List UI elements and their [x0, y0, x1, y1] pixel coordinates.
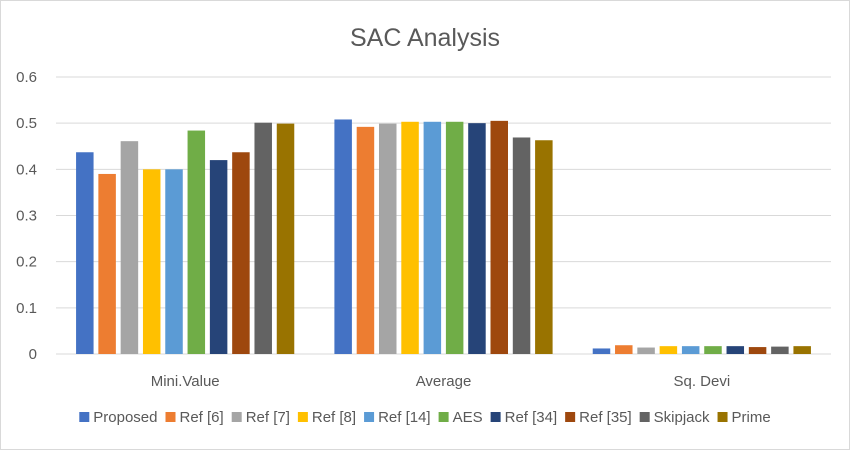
legend-swatch [717, 412, 728, 422]
chart-title: SAC Analysis [350, 24, 500, 52]
y-axis-tick-labels: 0 0.1 0.2 0.3 0.4 0.5 0.6 [16, 69, 37, 363]
legend-swatch [565, 412, 576, 422]
legend-label: AES [453, 409, 483, 426]
bars [76, 119, 811, 355]
legend-swatch [639, 412, 650, 422]
bar-ref-6-mini-value [98, 173, 116, 354]
y-tick-label: 0.3 [16, 208, 37, 225]
legend-swatch [438, 412, 449, 422]
legend-label: Ref [34] [505, 409, 558, 426]
legend-swatch [364, 412, 375, 422]
legend-label: Prime [732, 409, 771, 426]
bar-ref-35-sq-devi [748, 347, 767, 354]
legend-label: Proposed [93, 409, 157, 426]
bar-ref-7-average [379, 123, 397, 355]
legend-swatch [231, 412, 242, 422]
bar-skipjack-average [512, 137, 531, 354]
bar-ref-8-mini-value [142, 169, 161, 354]
bar-ref-7-sq-devi [637, 347, 655, 354]
legend-label: Ref [7] [246, 409, 290, 426]
y-tick-label: 0 [29, 346, 37, 363]
legend-label: Ref [14] [378, 409, 431, 426]
bar-ref-35-mini-value [232, 152, 250, 354]
legend-label: Ref [8] [312, 409, 356, 426]
bar-proposed-sq-devi [592, 348, 611, 354]
bar-ref-14-sq-devi [681, 346, 700, 354]
gridlines [56, 76, 831, 355]
legend-item-ref-14: Ref [14] [364, 409, 431, 426]
legend-item-aes: AES [438, 409, 483, 426]
bar-ref-34-mini-value [209, 160, 228, 354]
bar-ref-14-mini-value [165, 169, 183, 354]
bar-skipjack-sq-devi [771, 346, 789, 354]
legend-label: Ref [35] [579, 409, 632, 426]
bar-prime-average [535, 140, 553, 354]
bar-ref-8-average [401, 121, 419, 354]
bar-ref-8-sq-devi [659, 346, 678, 354]
bar-proposed-mini-value [76, 152, 94, 354]
legend-swatch [490, 412, 501, 422]
legend-item-skipjack: Skipjack [639, 409, 710, 426]
legend-swatch [165, 412, 176, 422]
y-tick-label: 0.1 [16, 300, 37, 317]
bar-skipjack-mini-value [254, 122, 272, 354]
bar-ref-34-sq-devi [726, 346, 745, 354]
bar-proposed-average [334, 119, 352, 355]
y-tick-label: 0.2 [16, 254, 37, 271]
y-tick-label: 0.4 [16, 161, 37, 178]
legend-item-proposed: Proposed [79, 409, 158, 426]
x-category-label: Mini.Value [151, 373, 220, 390]
legend-swatch [79, 412, 90, 422]
y-tick-label: 0.6 [16, 69, 37, 86]
bar-aes-average [445, 121, 464, 354]
x-category-label: Sq. Devi [673, 373, 730, 390]
legend-label: Skipjack [654, 409, 710, 426]
legend-item-ref-8: Ref [8] [297, 409, 356, 426]
bar-prime-mini-value [276, 123, 295, 355]
legend-item-ref-7: Ref [7] [231, 409, 290, 426]
bar-aes-sq-devi [704, 346, 722, 354]
bar-ref-6-average [356, 126, 375, 354]
legend-item-ref-34: Ref [34] [490, 409, 558, 426]
bar-ref-7-mini-value [120, 141, 139, 354]
bar-prime-sq-devi [793, 346, 811, 354]
x-category-label: Average [416, 373, 472, 390]
bar-ref-34-average [468, 123, 486, 355]
bar-ref-14-average [423, 121, 442, 354]
legend-item-ref-6: Ref [6] [165, 409, 224, 426]
bar-aes-mini-value [187, 130, 206, 354]
legend-item-prime: Prime [717, 409, 771, 426]
legend-item-ref-35: Ref [35] [565, 409, 632, 426]
legend-label: Ref [6] [180, 409, 224, 426]
x-axis-category-labels: Mini.Value Average Sq. Devi [151, 373, 730, 390]
legend-swatch [297, 412, 308, 422]
bar-ref-35-average [490, 120, 508, 354]
bar-ref-6-sq-devi [615, 345, 633, 354]
legend: Proposed Ref [6] Ref [7] Ref [8] Ref [14] AES… [79, 409, 771, 426]
y-tick-label: 0.5 [16, 115, 37, 132]
